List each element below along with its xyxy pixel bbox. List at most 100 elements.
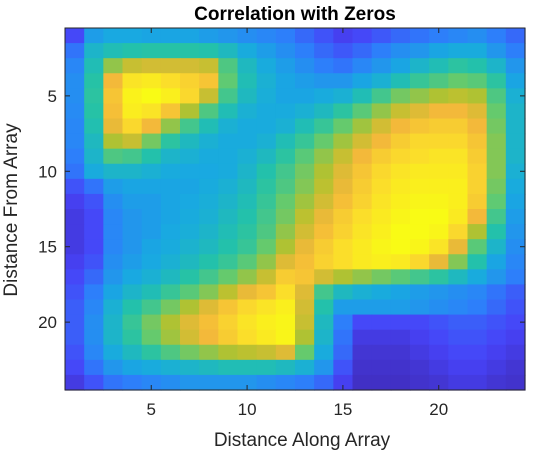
heatmap-cell [199,149,219,165]
heatmap-cell [448,269,468,285]
heatmap-cell [65,28,85,44]
heatmap-cell [410,254,430,270]
heatmap-cell [333,300,353,316]
heatmap-cell [353,254,373,270]
heatmap-cell [218,194,238,210]
heatmap-cell [84,103,104,119]
heatmap-cell [353,58,373,74]
heatmap-cell [103,43,123,59]
heatmap-cell [218,58,238,74]
heatmap-cell [429,58,449,74]
heatmap-cell [410,164,430,180]
heatmap-cell [487,134,507,150]
heatmap-cell [257,43,277,59]
heatmap-cell [199,300,219,316]
heatmap-cell [468,330,488,346]
heatmap-cell [333,164,353,180]
heatmap-cell [65,149,85,165]
heatmap-cell [180,284,200,300]
heatmap-cell [142,43,162,59]
heatmap-cell [276,375,296,391]
heatmap-cell [314,149,334,165]
heatmap-cell [65,119,85,135]
heatmap-cell [314,194,334,210]
heatmap-cell [314,73,334,89]
heatmap-cell [295,375,315,391]
heatmap-cell [180,43,200,59]
heatmap-cell [295,224,315,240]
heatmap-cell [372,284,392,300]
heatmap-cell [506,73,526,89]
heatmap-cell [142,360,162,376]
heatmap-cell [448,134,468,150]
heatmap-cell [84,284,104,300]
heatmap-cell [161,224,181,240]
heatmap-cell [353,119,373,135]
heatmap-cell [238,134,258,150]
heatmap-cell [295,58,315,74]
heatmap-cell [468,239,488,255]
heatmap-cell [218,239,238,255]
heatmap-cell [314,330,334,346]
heatmap-cell [218,88,238,104]
heatmap-cell [429,194,449,210]
heatmap-cell [257,360,277,376]
heatmap-cell [238,224,258,240]
heatmap-cell [429,269,449,285]
heatmap-cell [180,375,200,391]
heatmap-cell [391,375,411,391]
heatmap-cell [333,194,353,210]
heatmap-cell [506,119,526,135]
heatmap-cell [218,119,238,135]
heatmap-cell [276,209,296,225]
heatmap-cell [276,224,296,240]
heatmap-cell [295,315,315,331]
heatmap-cell [372,254,392,270]
heatmap-cell [487,345,507,361]
heatmap-cell [410,149,430,165]
heatmap-cell [468,254,488,270]
heatmap-cell [448,28,468,44]
heatmap-cell [276,330,296,346]
heatmap-cell [103,179,123,195]
heatmap-cell [295,179,315,195]
heatmap-cell [487,103,507,119]
heatmap-cell [333,239,353,255]
heatmap-cell [506,360,526,376]
heatmap-cell [448,149,468,165]
heatmap-cell [199,209,219,225]
heatmap-cell [161,284,181,300]
heatmap-cell [180,224,200,240]
heatmap-cell [295,194,315,210]
heatmap-cell [314,119,334,135]
heatmap-cell [314,58,334,74]
heatmap-cell [372,73,392,89]
heatmap-cell [276,88,296,104]
heatmap-cell [180,28,200,44]
heatmap-cell [314,134,334,150]
heatmap-cell [429,239,449,255]
heatmap-cell [314,269,334,285]
heatmap-cell [142,209,162,225]
heatmap-cell [65,73,85,89]
heatmap-cell [161,269,181,285]
heatmap-cell [257,73,277,89]
heatmap-cell [84,300,104,316]
heatmap-cell [429,103,449,119]
heatmap-cell [295,239,315,255]
heatmap-cell [65,375,85,391]
heatmap-cell [103,149,123,165]
heatmap-cell [65,224,85,240]
heatmap-cell [123,239,143,255]
heatmap-cell [161,134,181,150]
heatmap-cell [410,179,430,195]
heatmap-cell [161,73,181,89]
heatmap-cell [180,254,200,270]
heatmap-cell [123,134,143,150]
heatmap-cell [161,43,181,59]
heatmap-cell [353,315,373,331]
heatmap-cell [353,300,373,316]
heatmap-cell [142,239,162,255]
heatmap-cell [103,239,123,255]
heatmap-cell [314,239,334,255]
